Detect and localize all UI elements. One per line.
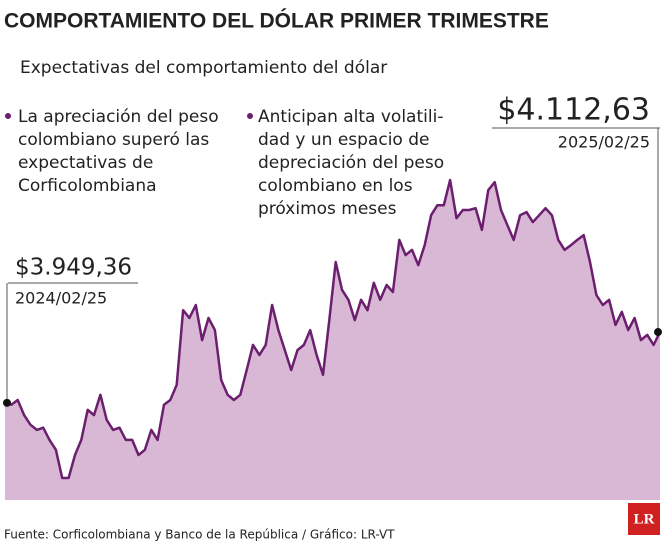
note-line: colombiano en los bbox=[258, 176, 413, 196]
chart-subtitle: Expectativas del comportamiento del dóla… bbox=[20, 58, 387, 78]
note-line: La apreciación del peso bbox=[18, 107, 219, 127]
note-line: expectativas de bbox=[18, 153, 153, 173]
line bbox=[4, 178, 662, 480]
note-line: dad y un espacio de bbox=[258, 130, 429, 150]
bullet bbox=[5, 113, 11, 119]
date-label: 2024/02/25 bbox=[15, 289, 107, 308]
point bbox=[654, 328, 662, 337]
area-fill bbox=[5, 180, 660, 500]
source: Fuente: Corficolombiana y Banco de la Re… bbox=[4, 528, 395, 542]
note-line: Corficolombiana bbox=[18, 176, 157, 196]
note-line: Anticipan alta volatili- bbox=[258, 107, 443, 127]
value-label: $3.949,36 bbox=[15, 255, 132, 281]
point bbox=[3, 398, 11, 407]
note-line: próximos meses bbox=[258, 199, 397, 219]
note-line: depreciación del peso bbox=[258, 153, 444, 173]
logo: LR bbox=[634, 511, 655, 527]
date-label: 2025/02/25 bbox=[558, 133, 650, 152]
note-line: colombiano superó las bbox=[18, 130, 209, 150]
bullet bbox=[247, 113, 253, 119]
value-label: $4.112,63 bbox=[497, 93, 650, 128]
chart-title: COMPORTAMIENTO DEL DÓLAR PRIMER TRIMESTR… bbox=[4, 9, 549, 33]
logo-box bbox=[628, 503, 660, 535]
